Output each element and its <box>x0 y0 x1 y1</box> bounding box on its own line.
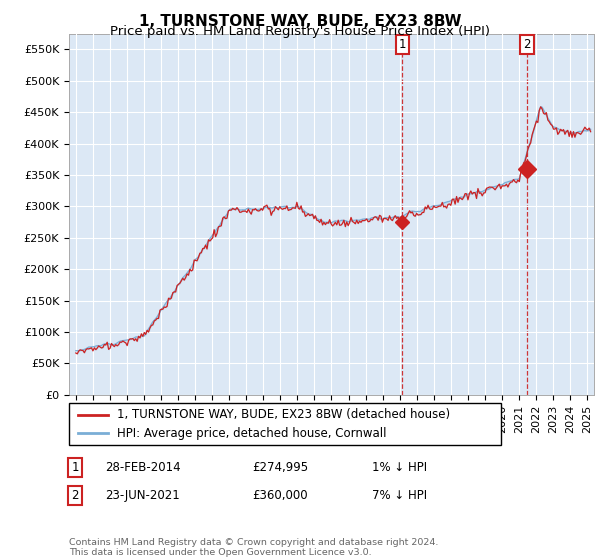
Text: Price paid vs. HM Land Registry's House Price Index (HPI): Price paid vs. HM Land Registry's House … <box>110 25 490 38</box>
Text: 1: 1 <box>398 38 406 51</box>
Text: 1: 1 <box>71 461 79 474</box>
Text: 23-JUN-2021: 23-JUN-2021 <box>105 489 180 502</box>
Text: 1% ↓ HPI: 1% ↓ HPI <box>372 461 427 474</box>
Text: Contains HM Land Registry data © Crown copyright and database right 2024.
This d: Contains HM Land Registry data © Crown c… <box>69 538 439 557</box>
FancyBboxPatch shape <box>69 403 501 445</box>
Text: 1, TURNSTONE WAY, BUDE, EX23 8BW: 1, TURNSTONE WAY, BUDE, EX23 8BW <box>139 14 461 29</box>
Text: £274,995: £274,995 <box>252 461 308 474</box>
Text: 28-FEB-2014: 28-FEB-2014 <box>105 461 181 474</box>
Text: HPI: Average price, detached house, Cornwall: HPI: Average price, detached house, Corn… <box>116 427 386 440</box>
Text: 2: 2 <box>71 489 79 502</box>
Text: £360,000: £360,000 <box>252 489 308 502</box>
Text: 1, TURNSTONE WAY, BUDE, EX23 8BW (detached house): 1, TURNSTONE WAY, BUDE, EX23 8BW (detach… <box>116 408 449 422</box>
Text: 2: 2 <box>523 38 531 51</box>
Text: 7% ↓ HPI: 7% ↓ HPI <box>372 489 427 502</box>
